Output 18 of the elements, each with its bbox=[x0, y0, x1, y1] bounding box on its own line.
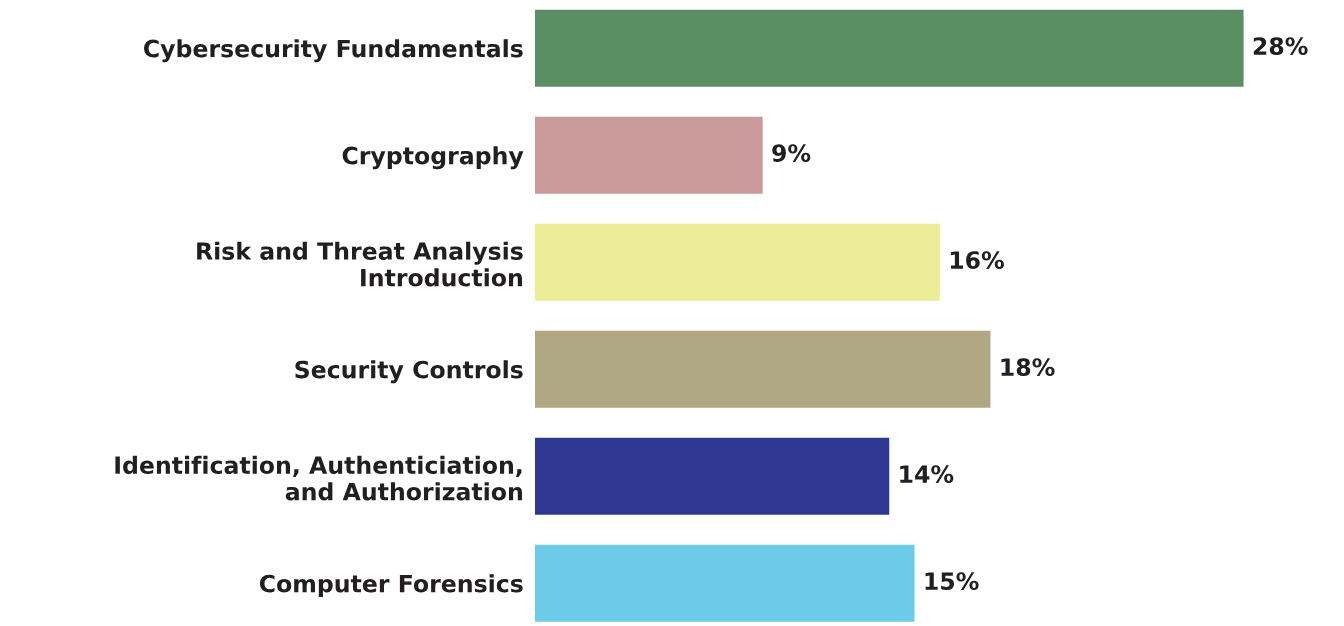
data-label: 9% bbox=[772, 144, 811, 163]
data-label: 16% bbox=[950, 251, 1004, 270]
bar bbox=[534, 116, 763, 194]
y-tick-label: Cybersecurity Fundamentals bbox=[144, 39, 523, 63]
y-tick-label: Risk and Threat Analysis Introduction bbox=[197, 241, 523, 287]
bar bbox=[534, 437, 890, 515]
bar bbox=[534, 330, 991, 408]
bar bbox=[534, 544, 915, 622]
data-label: 15% bbox=[925, 572, 979, 591]
y-tick-label: Identification, Authenticiation, and Authorization bbox=[115, 455, 522, 501]
bar bbox=[534, 223, 940, 301]
y-tick-label: Computer Forensics bbox=[259, 574, 523, 598]
data-label: 18% bbox=[1001, 358, 1055, 377]
data-label: 14% bbox=[900, 465, 954, 484]
bar bbox=[534, 9, 1244, 87]
y-tick-label: Security Controls bbox=[295, 360, 523, 384]
data-label: 28% bbox=[1253, 37, 1308, 55]
y-tick-label: Cryptography bbox=[342, 146, 524, 170]
